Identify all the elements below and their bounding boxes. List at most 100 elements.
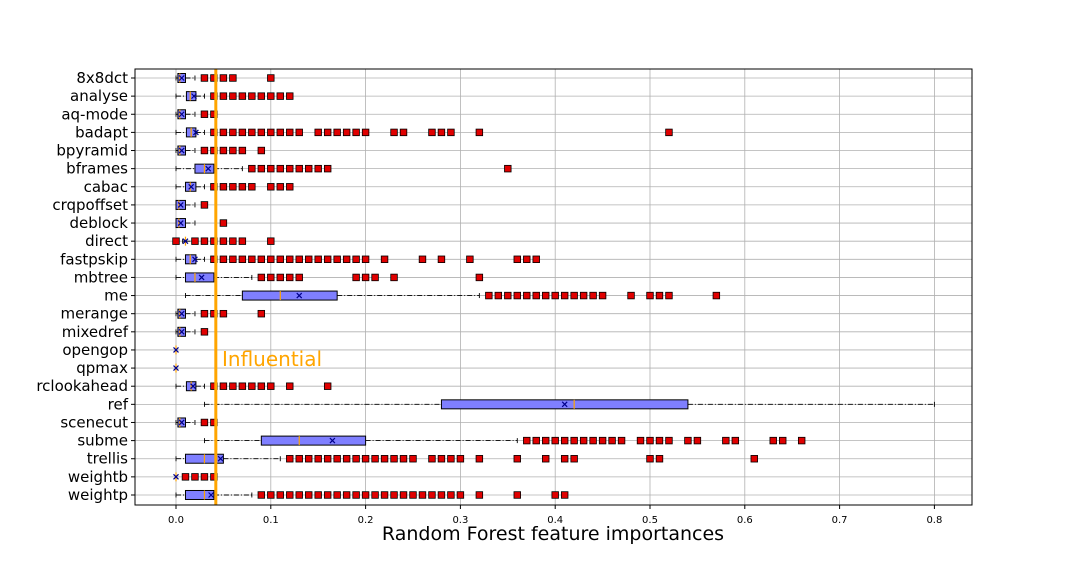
outlier-point [361, 273, 370, 282]
outlier-point [229, 237, 237, 245]
outlier-point [267, 128, 275, 137]
mean-marker [198, 274, 205, 281]
outlier-point [542, 455, 550, 463]
outlier-point [286, 491, 294, 499]
outlier-point [286, 455, 294, 463]
outlier-point [191, 237, 199, 245]
outlier-point [333, 255, 341, 263]
outlier-point [286, 128, 294, 137]
outlier-point [314, 128, 322, 137]
x-tick-label: 0.2 [358, 515, 374, 526]
x-tick-label: 0.3 [452, 515, 468, 526]
box [260, 435, 367, 446]
y-tick-label: deblock [69, 214, 128, 232]
outlier-point [428, 455, 436, 463]
box [241, 290, 338, 301]
outlier-point [684, 436, 692, 445]
mean-marker [178, 111, 185, 118]
outlier-point [229, 382, 237, 390]
outlier-point [257, 491, 266, 499]
outlier-point [513, 255, 521, 263]
outlier-point [361, 255, 370, 263]
outlier-point [314, 455, 322, 463]
outlier-point [286, 255, 294, 263]
outlier-point [276, 273, 284, 282]
plot-frame [134, 68, 973, 506]
outlier-point [399, 455, 408, 463]
outlier-point [238, 382, 247, 390]
outlier-point [248, 255, 256, 263]
y-tick-label: mbtree [74, 268, 128, 286]
mean-marker [561, 401, 568, 408]
outlier-point [323, 491, 332, 499]
x-tick-label: 0.0 [168, 515, 184, 526]
outlier-point [229, 146, 237, 155]
mean-marker [173, 347, 179, 353]
outlier-point [267, 237, 275, 245]
x-tick-label: 0.1 [263, 515, 279, 526]
outlier-point [200, 201, 209, 209]
outlier-point [598, 291, 607, 300]
outlier-point [276, 164, 284, 173]
outlier-point [295, 128, 303, 137]
outlier-point [305, 164, 313, 173]
outlier-point [504, 291, 512, 300]
outlier-point [551, 291, 559, 300]
outlier-point [305, 455, 313, 463]
y-tick-label: aq-mode [61, 105, 128, 123]
outlier-point [200, 309, 209, 318]
x-axis-label: Random Forest feature importances [382, 523, 724, 545]
outlier-point [219, 74, 228, 82]
outlier-point [257, 164, 266, 173]
outlier-point [276, 128, 284, 137]
outlier-point [305, 491, 313, 499]
outlier-point [257, 128, 266, 137]
outlier-point [257, 382, 266, 390]
outlier-point [286, 164, 294, 173]
outlier-point [238, 237, 247, 245]
outlier-point [248, 128, 256, 137]
y-tick-label: opengop [62, 341, 128, 359]
outlier-point [655, 436, 664, 445]
plot-layer [172, 69, 935, 505]
outlier-point [456, 455, 465, 463]
outlier-point [646, 455, 654, 463]
outlier-point [352, 491, 360, 499]
outlier-point [352, 273, 360, 282]
outlier-point [570, 436, 578, 445]
outlier-point [342, 491, 351, 499]
outlier-point [693, 436, 702, 445]
outlier-point [655, 455, 664, 463]
grid-layer [131, 69, 972, 509]
outlier-point [409, 491, 417, 499]
outlier-point [248, 183, 256, 191]
outlier-point [267, 183, 275, 191]
outlier-point [323, 455, 332, 463]
outlier-point [305, 255, 313, 263]
outlier-point [219, 382, 228, 390]
outlier-point [257, 255, 266, 263]
outlier-point [504, 164, 512, 173]
outlier-point [731, 436, 740, 445]
mean-marker [192, 256, 198, 263]
outlier-point [380, 455, 389, 463]
outlier-point [342, 128, 351, 137]
y-tick-label: analyse [70, 87, 128, 105]
outlier-point [286, 92, 294, 100]
outlier-point [409, 455, 417, 463]
mean-marker [178, 310, 185, 317]
outlier-point [229, 92, 237, 100]
outlier-point [200, 473, 209, 481]
outlier-point [267, 92, 275, 100]
outlier-point [276, 183, 284, 191]
outlier-point [333, 491, 341, 499]
outlier-point [655, 291, 664, 300]
x-tick-label: 0.7 [832, 515, 848, 526]
outlier-point [276, 255, 284, 263]
outlier-point [371, 491, 379, 499]
outlier-point [390, 491, 398, 499]
outlier-point [229, 255, 237, 263]
outlier-point [361, 128, 370, 137]
outlier-point [466, 255, 474, 263]
outlier-point [437, 128, 446, 137]
